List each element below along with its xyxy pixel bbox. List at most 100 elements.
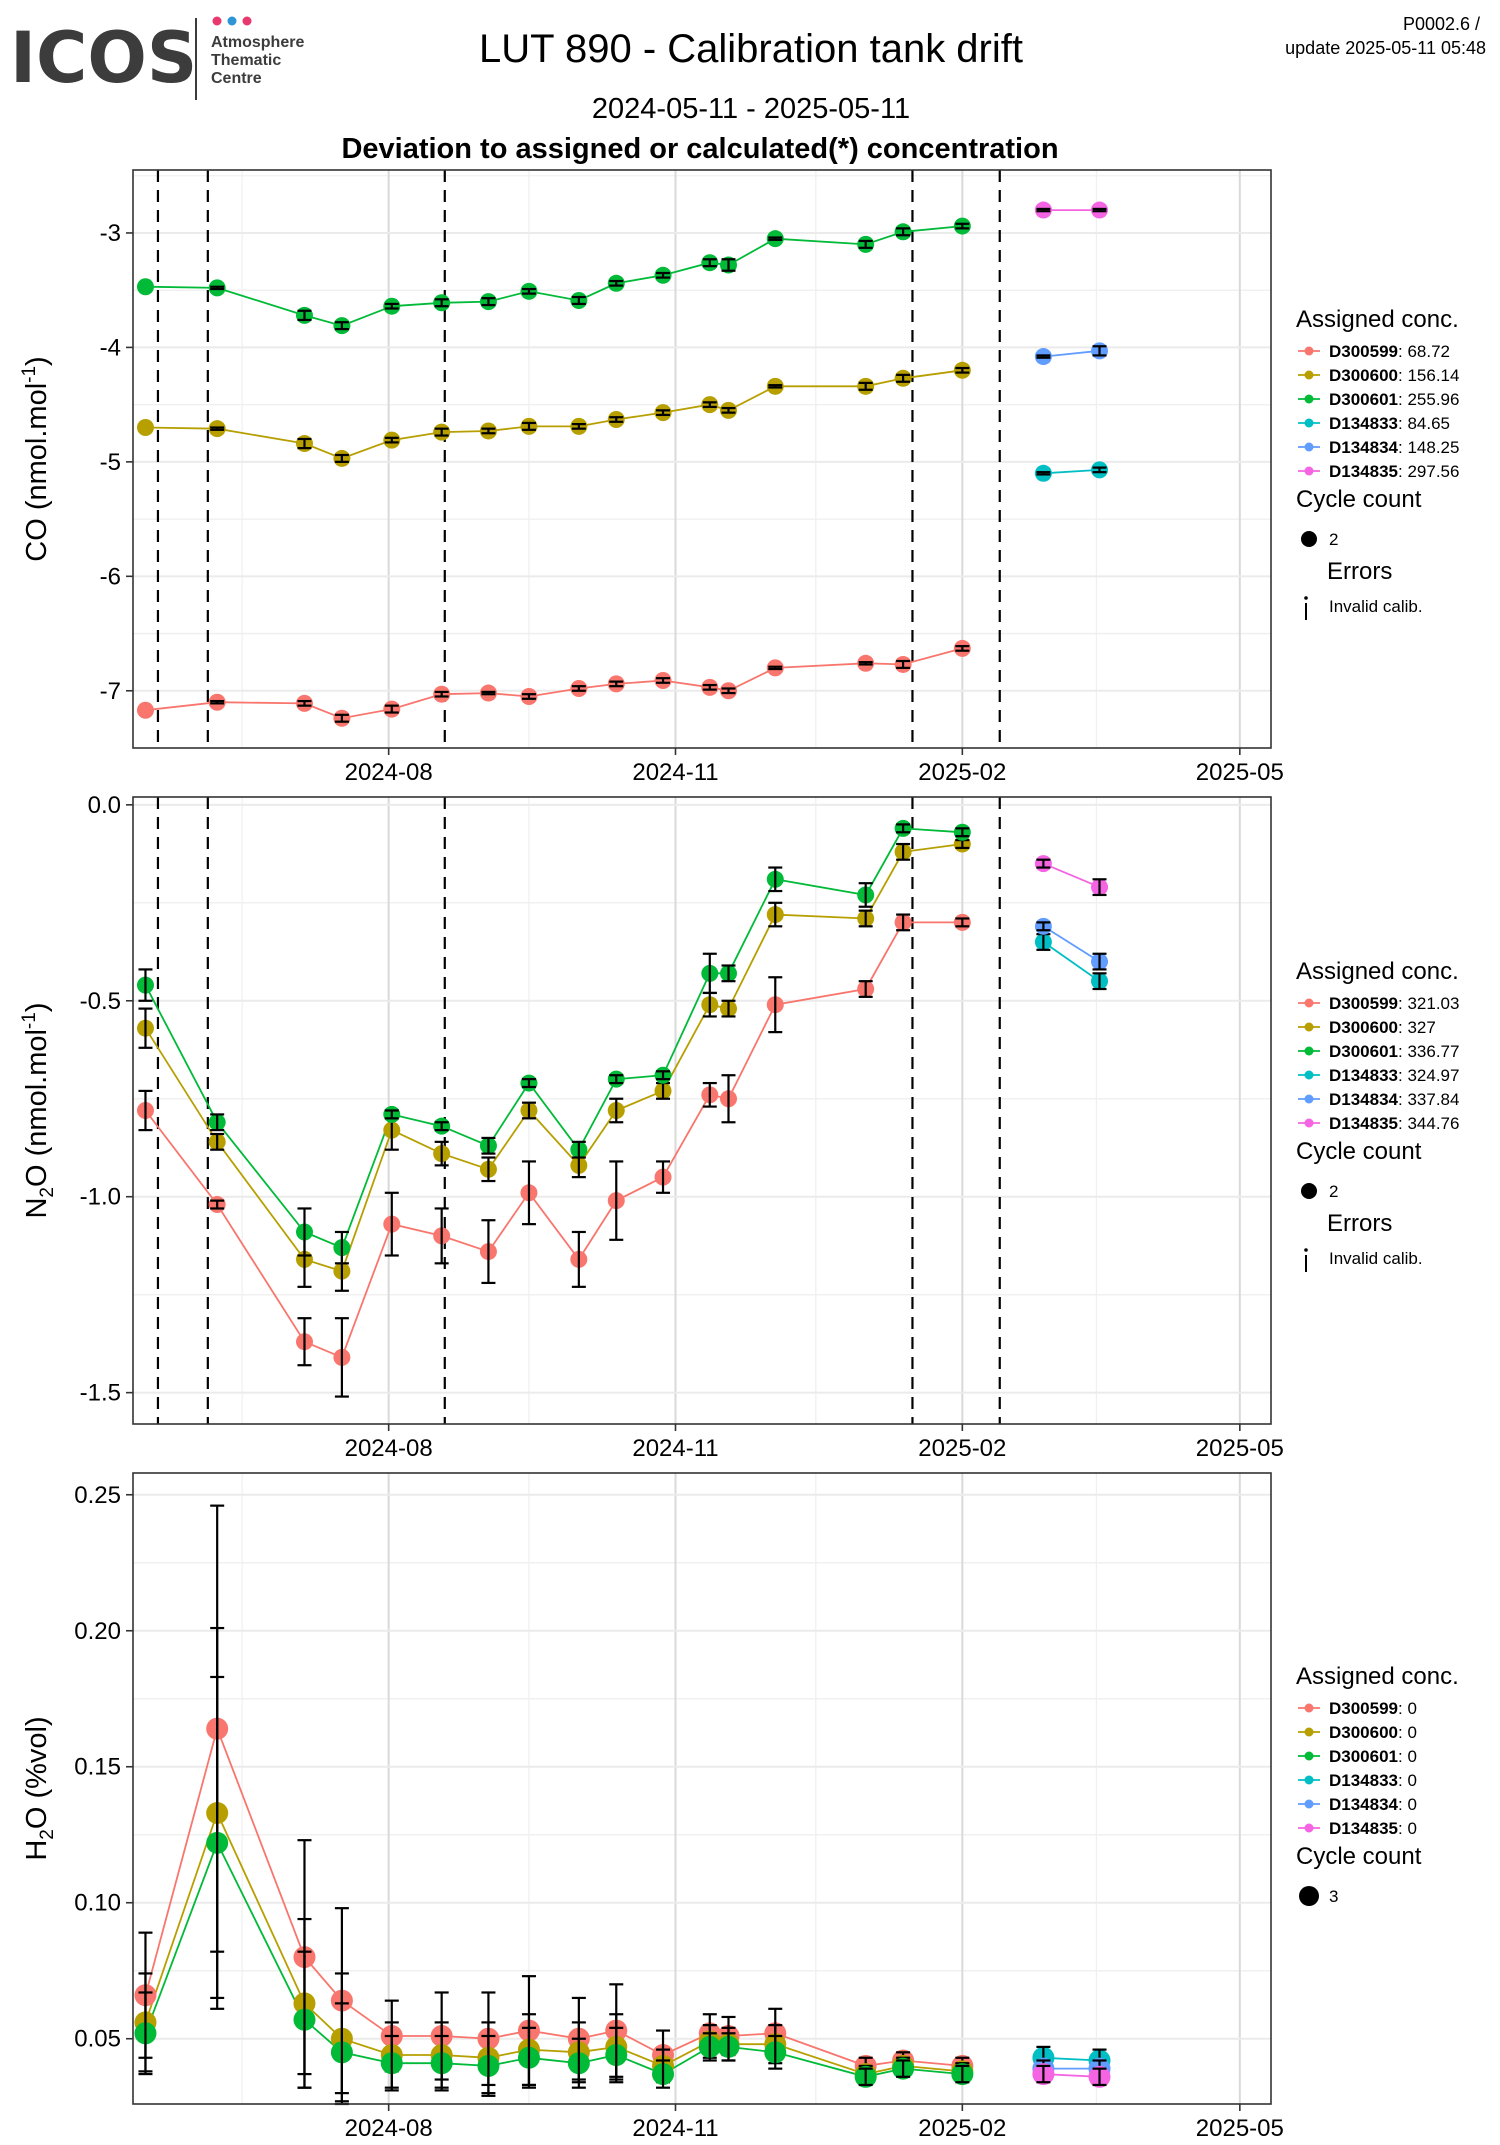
error-bar (297, 699, 312, 707)
legend-title-cycle: Cycle count (1296, 1843, 1422, 1870)
x-tick-label: 2024-08 (345, 2115, 433, 2142)
error-bar (896, 227, 911, 237)
error-bar (297, 437, 312, 450)
error-bar (481, 1219, 496, 1285)
plot-background (133, 1473, 1271, 2104)
legend-item: D134835: 297.56 (1329, 462, 1459, 481)
error-bar (210, 1132, 225, 1151)
legend-key-dot (1304, 394, 1314, 404)
legend-title-assigned: Assigned conc. (1296, 306, 1459, 333)
error-bar (334, 713, 349, 723)
x-tick-label: 2025-02 (918, 1435, 1006, 1462)
error-bar (721, 258, 736, 272)
legend-key-dot (1304, 1094, 1314, 1104)
y-axis-title-mid: O (nmol.mol (21, 1029, 53, 1187)
series-line-D134833 (1043, 469, 1100, 475)
error-bar (1092, 466, 1107, 474)
legend-tank-id: D134834 (1329, 438, 1399, 457)
grid (133, 170, 1271, 748)
error-bar (609, 2026, 624, 2084)
x-tick-label: 2025-05 (1196, 1435, 1284, 1462)
error-bar (1092, 952, 1107, 971)
y-tick-label: 0.0 (88, 792, 121, 819)
error-bar (571, 422, 586, 430)
legend-assigned-value: : 0 (1398, 1771, 1417, 1790)
legend-tank-id: D134833 (1329, 1771, 1398, 1790)
version-label: P0002.6 / (1403, 14, 1480, 34)
plot-background (133, 170, 1271, 748)
legend-key-dot (1304, 1751, 1314, 1761)
legend-key-dot (1304, 346, 1314, 356)
error-bar (896, 2059, 911, 2078)
error-bar (481, 297, 496, 307)
y-tick-label: 0.15 (74, 1754, 121, 1781)
legend-assigned-value: : 84.65 (1398, 414, 1450, 433)
y-axis-title-end: ) (21, 1002, 53, 1012)
panel-n2o: 2024-08 2024-11 2025-02 2025-05 0.0 -0.5 -1.0 -… (19, 792, 1459, 1462)
error-bar (955, 645, 970, 652)
error-bar (858, 239, 873, 249)
legend-item: D134834: 337.84 (1329, 1090, 1459, 1109)
legend-key-dot (1304, 998, 1314, 1008)
y-tick-label: -1.0 (80, 1184, 121, 1211)
legend-key-dot (1304, 1823, 1314, 1833)
error-bar (481, 1136, 496, 1155)
error-bar (521, 693, 536, 700)
error-bar (955, 222, 970, 230)
error-bar (721, 1074, 736, 1124)
y-tick-label: 0.25 (74, 1482, 121, 1509)
y-tick-label: 0.05 (74, 2026, 121, 2053)
error-bar (138, 1991, 153, 2076)
legend-tank-id: D300600 (1329, 1018, 1398, 1037)
error-bar (955, 2064, 970, 2084)
legend-assigned-value: : 337.84 (1398, 1090, 1459, 1109)
plot-border (132, 796, 1272, 1425)
plot-border (132, 1472, 1272, 2105)
error-bar (609, 1097, 624, 1124)
legend-assigned-value: : 336.77 (1398, 1042, 1459, 1061)
series-line-D134834 (1043, 349, 1100, 358)
error-bar (768, 236, 783, 241)
error-bar (702, 683, 717, 691)
error-bar (210, 1675, 225, 2010)
y-tick-label: -7 (100, 678, 121, 705)
error-bar (609, 680, 624, 688)
error-bar (297, 1207, 312, 1257)
error-bar (609, 1074, 624, 1085)
error-bar (384, 2034, 399, 2092)
legend-item: D134835: 344.76 (1329, 1114, 1459, 1133)
legend-assigned-value: : 156.14 (1398, 366, 1459, 385)
error-bar (138, 968, 153, 1002)
error-bar (334, 2002, 349, 2103)
legend-item: D300600: 0 (1329, 1723, 1417, 1742)
error-bar (297, 1950, 312, 2089)
x-tick-label: 2024-11 (632, 2115, 718, 2142)
error-bar (656, 2059, 671, 2089)
error-bar (955, 917, 970, 928)
legend-item: D300600: 327 (1329, 1018, 1436, 1037)
panel-h2o: 2024-08 2024-11 2025-02 2025-05 0.05 0.10 0.15… (21, 1472, 1459, 2142)
error-bar (571, 1230, 586, 1288)
series-D134833 (1034, 933, 1109, 991)
error-bar (858, 882, 873, 908)
error-bar (702, 401, 717, 409)
error-bar (1092, 207, 1107, 213)
legend-title-errors: Errors (1327, 1210, 1392, 1237)
error-bar (334, 1230, 349, 1265)
legend-invalid-label: Invalid calib. (1329, 597, 1423, 616)
error-bar (1036, 921, 1051, 932)
error-bar (384, 436, 399, 444)
error-bar (1092, 2067, 1107, 2087)
legend-tank-id: D134835 (1329, 462, 1398, 481)
error-bar (858, 2067, 873, 2087)
legend-item: D134833: 324.97 (1329, 1066, 1459, 1085)
error-bar (768, 384, 783, 389)
series-D134835 (1034, 201, 1109, 219)
plot-border (132, 169, 1272, 749)
legend-tank-id: D300601 (1329, 1747, 1398, 1766)
legend-title-assigned: Assigned conc. (1296, 1663, 1459, 1690)
error-bar (858, 381, 873, 391)
legend-assigned-value: : 0 (1398, 1723, 1417, 1742)
legend-tank-id: D300599 (1329, 1699, 1398, 1718)
